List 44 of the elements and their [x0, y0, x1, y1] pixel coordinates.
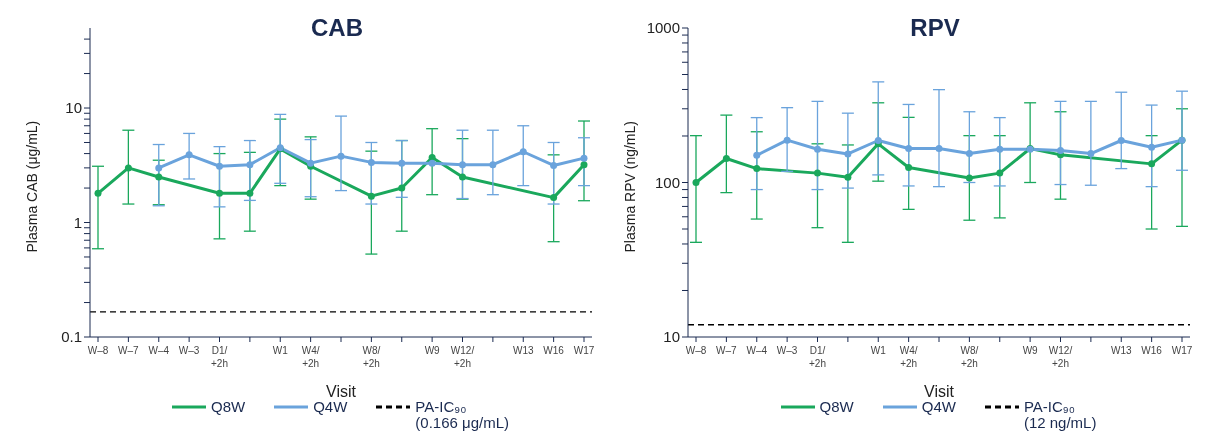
- x-tick-label: D1/ +2h: [809, 345, 826, 369]
- x-tick-label: W1: [870, 345, 887, 356]
- x-tick-label: W12/ +2h: [1048, 345, 1073, 369]
- x-tick-label: W16: [1141, 345, 1163, 356]
- legend-label: Q4W: [921, 398, 956, 415]
- x-tick-label: W4/ +2h: [899, 345, 918, 369]
- x-tick-label: W17: [573, 345, 595, 356]
- y-axis-title: Plasma RPV (ng/mL): [621, 121, 638, 253]
- y-tick-label: 0.1: [61, 328, 82, 346]
- x-tick-label: W–4: [746, 345, 768, 356]
- x-tick-label: W13: [1110, 345, 1132, 356]
- legend-label: Q4W: [313, 398, 348, 415]
- legend-label: Q8W: [210, 398, 246, 415]
- y-tick-label: 10: [65, 99, 82, 117]
- x-tick-label: W–4: [148, 345, 170, 356]
- x-tick-label: W1: [272, 345, 289, 356]
- x-tick-label: W–7: [118, 345, 140, 356]
- x-tick-label: W9: [1022, 345, 1039, 356]
- y-tick-label: 10: [663, 328, 680, 346]
- x-tick-label: W12/ +2h: [450, 345, 475, 369]
- chart-title: RPV: [910, 14, 960, 41]
- x-tick-label: W–3: [178, 345, 200, 356]
- x-tick-label: W–8: [685, 345, 707, 356]
- x-tick-label: W16: [543, 345, 565, 356]
- x-tick-label: W–7: [716, 345, 738, 356]
- legend-label: PA-IC₉₀ (0.166 μg/mL): [415, 398, 510, 431]
- x-tick-label: W4/ +2h: [301, 345, 320, 369]
- x-tick-label: W17: [1171, 345, 1193, 356]
- legend-label: Q8W: [819, 398, 854, 415]
- x-tick-label: D1/ +2h: [211, 345, 228, 369]
- chart-title: CAB: [310, 14, 364, 42]
- y-tick-label: 100: [654, 173, 680, 191]
- x-axis-title: Visit: [924, 383, 955, 400]
- x-tick-label: W–3: [776, 345, 798, 356]
- x-tick-label: W13: [512, 345, 534, 356]
- x-axis-title: Visit: [326, 383, 357, 400]
- x-tick-label: W8/ +2h: [960, 345, 979, 369]
- y-tick-label: 1: [73, 213, 82, 231]
- x-tick-label: W8/ +2h: [362, 345, 381, 369]
- x-tick-label: W9: [424, 345, 441, 356]
- y-tick-label: 1000: [646, 19, 680, 37]
- y-axis-title: Plasma CAB (μg/mL): [23, 120, 40, 253]
- x-tick-label: W–8: [87, 345, 109, 356]
- legend-label: PA-IC₉₀ (12 ng/mL): [1023, 398, 1097, 431]
